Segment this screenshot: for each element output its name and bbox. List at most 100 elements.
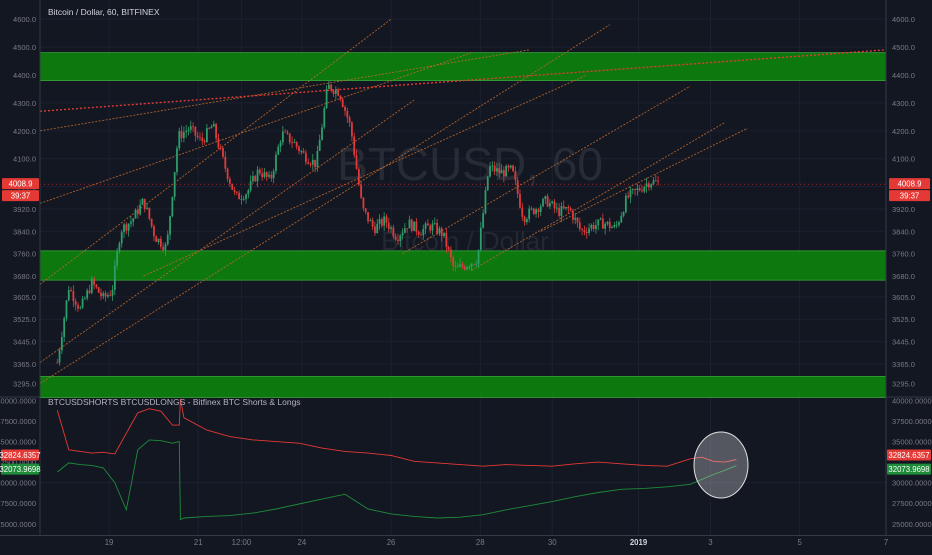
candle-body (109, 295, 112, 296)
candle-body (654, 180, 657, 182)
candles (56, 80, 659, 366)
support-zone-3[interactable] (39, 376, 887, 398)
candle-body (399, 235, 402, 242)
candle-body (104, 293, 107, 297)
candle-body (272, 171, 275, 179)
candle-body (578, 222, 581, 230)
candle-body (606, 221, 609, 224)
candle-body (288, 133, 291, 143)
channel-line-1[interactable] (39, 24, 610, 384)
candle-body (242, 199, 245, 200)
candle-body (300, 150, 303, 152)
highlight-circle-annotation[interactable] (693, 431, 749, 499)
candle-body (316, 150, 319, 168)
candle-body (141, 198, 144, 205)
time-axis-label: 28 (476, 538, 485, 547)
candle-body (311, 159, 314, 165)
candle-body (491, 165, 494, 167)
indicator-title: BTCUSDSHORTS BTCUSDLONGS - Bitfinex BTC … (48, 397, 301, 407)
indicator-axis-label-right: 30000.0000 (892, 479, 932, 488)
watermark-symbol: BTCUSD, 60 (337, 138, 603, 190)
candle-body (302, 150, 305, 153)
candle-body (249, 181, 252, 191)
candle-body (611, 226, 613, 229)
candle-body (581, 229, 584, 231)
support-zone-2[interactable] (39, 52, 887, 81)
candle-body (638, 188, 641, 191)
candle-body (309, 163, 312, 165)
candle-body (178, 131, 181, 149)
candle-body (252, 176, 254, 182)
candle-body (176, 148, 178, 173)
candle-body (330, 84, 333, 91)
candle-body (169, 216, 171, 235)
candle-body (90, 278, 93, 293)
candle-body (608, 221, 611, 229)
price-axis-label-left: 3840.0 (13, 227, 36, 236)
candle-body (385, 216, 388, 223)
candle-body (468, 266, 471, 268)
candle-body (341, 99, 344, 107)
candle-body (378, 219, 381, 224)
candle-body (95, 284, 98, 288)
candle-body (410, 219, 413, 231)
price-axis-label-right: 3605.0 (892, 293, 915, 302)
candle-body (376, 223, 379, 234)
candle-body (542, 198, 544, 207)
candle-body (493, 165, 496, 172)
series-line-btcusdshorts[interactable] (56, 398, 737, 467)
time-axis-label: 19 (105, 538, 114, 547)
candle-body (348, 117, 351, 123)
indicator-axis-label-left: 35000.0000 (0, 438, 36, 447)
channel-line-6[interactable] (143, 74, 587, 277)
candle-body (281, 131, 284, 143)
candle-body (604, 223, 607, 229)
candle-body (392, 227, 395, 237)
candle-body (325, 88, 328, 109)
indicator-axis-label-left: 25000.0000 (0, 520, 36, 529)
channel-line-4[interactable] (39, 52, 472, 204)
candle-body (473, 263, 475, 265)
candle-body (270, 174, 273, 179)
candle-body (592, 224, 595, 230)
series-line-btcusdlongs[interactable] (57, 439, 737, 521)
candle-body (120, 232, 123, 244)
time-axis-label: 3 (708, 538, 712, 547)
price-axis-label-right: 3445.0 (892, 338, 915, 347)
candle-body (208, 128, 211, 129)
last-price-badge-right: 4008.9 (889, 178, 930, 190)
candle-body (210, 126, 213, 129)
candle-body (657, 181, 659, 183)
candle-body (173, 172, 176, 197)
indicator-pane[interactable]: BTCUSDSHORTS BTCUSDLONGS - Bitfinex BTC … (40, 397, 886, 521)
candle-body (645, 183, 648, 187)
candle-body (629, 189, 632, 198)
candle-body (88, 290, 91, 293)
candle-body (355, 155, 358, 169)
countdown-badge-right-text: 39:37 (900, 191, 920, 200)
price-axis-label-left: 3605.0 (13, 293, 36, 302)
candle-body (507, 165, 510, 168)
price-axis-label-right: 3840.0 (892, 227, 915, 236)
candle-body (240, 199, 243, 200)
price-axis-label-left: 4100.0 (13, 155, 36, 164)
candle-body (390, 227, 392, 229)
channel-line-5[interactable] (39, 49, 530, 132)
channel-line-7[interactable] (402, 85, 691, 255)
resistance-line[interactable] (39, 49, 887, 112)
candle-body (613, 224, 616, 227)
candle-body (450, 249, 452, 258)
countdown-badge-right-bg (889, 190, 930, 202)
candle-body (454, 266, 457, 268)
price-axis-label-right: 4100.0 (892, 155, 915, 164)
candle-body (351, 122, 353, 137)
candle-body (125, 224, 128, 231)
candle-body (113, 265, 116, 290)
channel-line-2[interactable] (39, 99, 415, 363)
candle-body (65, 300, 68, 319)
countdown-badge-left: 39:37 (2, 190, 39, 202)
candle-body (652, 180, 655, 185)
